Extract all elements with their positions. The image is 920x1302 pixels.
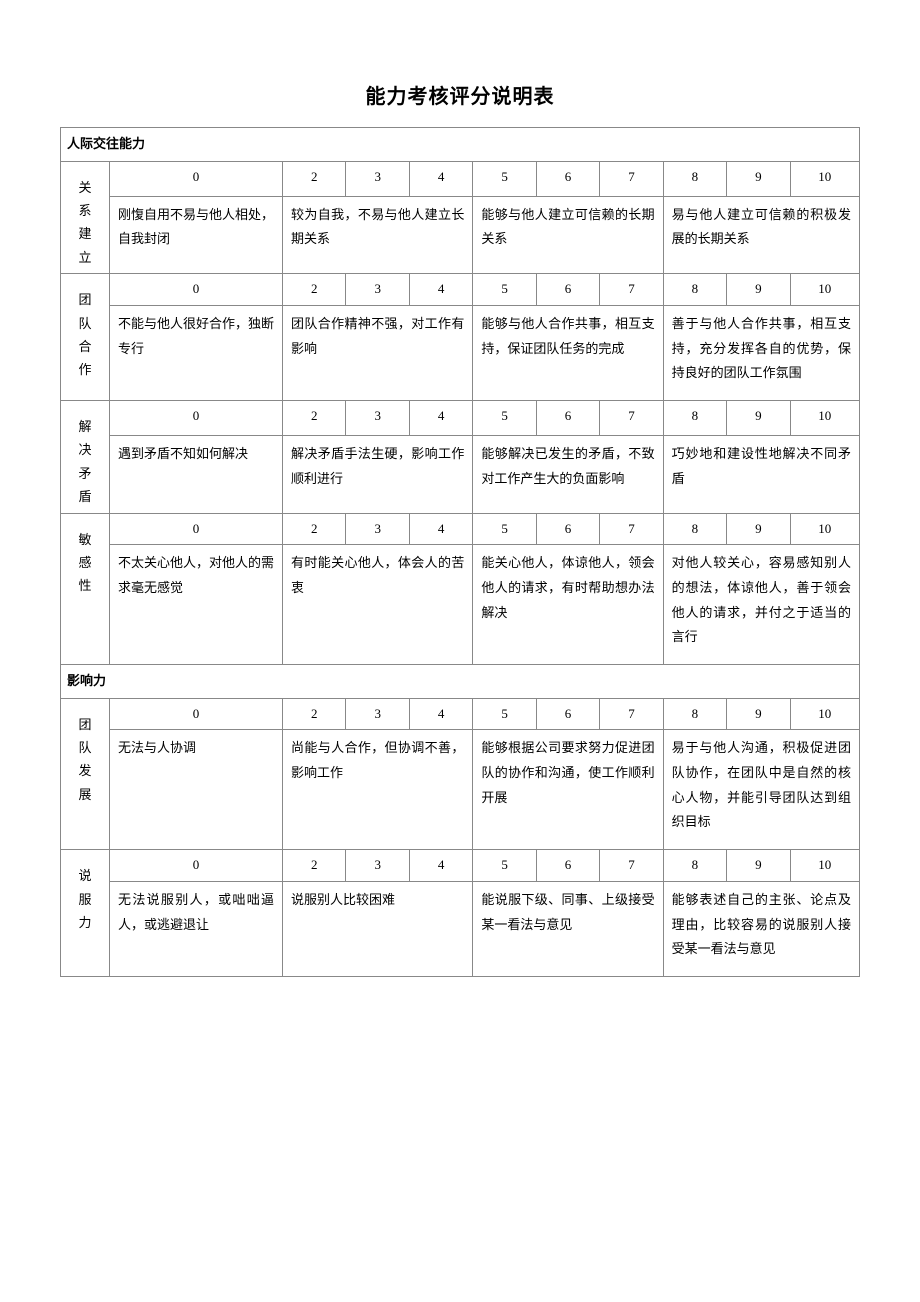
level-desc: 能够表述自己的主张、论点及理由，比较容易的说服别人接受某一看法与意见: [663, 881, 859, 976]
row-label: 团队发展: [61, 698, 110, 849]
page-title: 能力考核评分说明表: [60, 80, 860, 109]
score-num: 6: [536, 274, 599, 306]
score-num: 8: [663, 850, 726, 882]
level-desc: 不能与他人很好合作，独断专行: [110, 305, 283, 400]
score-num: 7: [600, 161, 663, 196]
score-num: 0: [110, 698, 283, 730]
score-num: 7: [600, 274, 663, 306]
level-desc: 易与他人建立可信赖的积极发展的长期关系: [663, 196, 859, 274]
score-num: 5: [473, 698, 536, 730]
level-desc: 说服别人比较困难: [283, 881, 473, 976]
level-desc: 能够解决已发生的矛盾，不致对工作产生大的负面影响: [473, 435, 663, 513]
score-num: 8: [663, 698, 726, 730]
row-label: 说服力: [61, 850, 110, 977]
score-num: 2: [283, 513, 346, 545]
level-desc: 能够与他人合作共事，相互支持，保证团队任务的完成: [473, 305, 663, 400]
score-num: 2: [283, 161, 346, 196]
score-num: 4: [409, 401, 472, 436]
score-num: 3: [346, 513, 409, 545]
rubric-table: 人际交往能力关系建立02345678910刚愎自用不易与他人相处，自我封闭较为自…: [60, 127, 860, 977]
row-label: 解决矛盾: [61, 401, 110, 514]
score-num: 9: [727, 850, 790, 882]
score-num: 10: [790, 401, 859, 436]
level-desc: 巧妙地和建设性地解决不同矛盾: [663, 435, 859, 513]
score-num: 9: [727, 401, 790, 436]
level-desc: 解决矛盾手法生硬，影响工作顺利进行: [283, 435, 473, 513]
score-num: 4: [409, 850, 472, 882]
score-num: 3: [346, 401, 409, 436]
section-header: 影响力: [61, 665, 860, 699]
score-num: 2: [283, 401, 346, 436]
score-num: 0: [110, 513, 283, 545]
score-num: 7: [600, 698, 663, 730]
score-num: 3: [346, 850, 409, 882]
level-desc: 能说服下级、同事、上级接受某一看法与意见: [473, 881, 663, 976]
level-desc: 能关心他人，体谅他人，领会他人的请求，有时帮助想办法解决: [473, 545, 663, 665]
score-num: 7: [600, 401, 663, 436]
level-desc: 无法说服别人，或咄咄逼人，或逃避退让: [110, 881, 283, 976]
score-num: 0: [110, 274, 283, 306]
score-num: 4: [409, 274, 472, 306]
level-desc: 善于与他人合作共事，相互支持，充分发挥各自的优势，保持良好的团队工作氛围: [663, 305, 859, 400]
level-desc: 较为自我，不易与他人建立长期关系: [283, 196, 473, 274]
level-desc: 尚能与人合作，但协调不善，影响工作: [283, 730, 473, 850]
score-num: 6: [536, 401, 599, 436]
score-num: 7: [600, 850, 663, 882]
level-desc: 有时能关心他人，体会人的苦衷: [283, 545, 473, 665]
score-num: 6: [536, 698, 599, 730]
score-num: 10: [790, 850, 859, 882]
score-num: 4: [409, 698, 472, 730]
score-num: 10: [790, 274, 859, 306]
section-header: 人际交往能力: [61, 128, 860, 162]
score-num: 5: [473, 513, 536, 545]
score-num: 5: [473, 161, 536, 196]
score-num: 10: [790, 161, 859, 196]
level-desc: 无法与人协调: [110, 730, 283, 850]
score-num: 5: [473, 401, 536, 436]
score-num: 0: [110, 401, 283, 436]
score-num: 6: [536, 850, 599, 882]
score-num: 7: [600, 513, 663, 545]
score-num: 3: [346, 274, 409, 306]
score-num: 9: [727, 698, 790, 730]
level-desc: 对他人较关心，容易感知别人的想法，体谅他人，善于领会他人的请求，并付之于适当的言…: [663, 545, 859, 665]
score-num: 0: [110, 850, 283, 882]
score-num: 4: [409, 513, 472, 545]
score-num: 8: [663, 401, 726, 436]
score-num: 9: [727, 161, 790, 196]
score-num: 5: [473, 850, 536, 882]
score-num: 9: [727, 513, 790, 545]
score-num: 3: [346, 161, 409, 196]
score-num: 3: [346, 698, 409, 730]
score-num: 8: [663, 513, 726, 545]
row-label: 敏感性: [61, 513, 110, 664]
level-desc: 刚愎自用不易与他人相处，自我封闭: [110, 196, 283, 274]
level-desc: 遇到矛盾不知如何解决: [110, 435, 283, 513]
level-desc: 不太关心他人，对他人的需求毫无感觉: [110, 545, 283, 665]
score-num: 5: [473, 274, 536, 306]
score-num: 8: [663, 161, 726, 196]
row-label: 关系建立: [61, 161, 110, 274]
level-desc: 能够根据公司要求努力促进团队的协作和沟通，使工作顺利开展: [473, 730, 663, 850]
score-num: 9: [727, 274, 790, 306]
score-num: 2: [283, 698, 346, 730]
score-num: 10: [790, 513, 859, 545]
score-num: 6: [536, 513, 599, 545]
level-desc: 团队合作精神不强，对工作有影响: [283, 305, 473, 400]
level-desc: 易于与他人沟通，积极促进团队协作，在团队中是自然的核心人物，并能引导团队达到组织…: [663, 730, 859, 850]
score-num: 4: [409, 161, 472, 196]
score-num: 0: [110, 161, 283, 196]
score-num: 8: [663, 274, 726, 306]
row-label: 团队合作: [61, 274, 110, 401]
score-num: 10: [790, 698, 859, 730]
score-num: 2: [283, 274, 346, 306]
level-desc: 能够与他人建立可信赖的长期关系: [473, 196, 663, 274]
score-num: 6: [536, 161, 599, 196]
score-num: 2: [283, 850, 346, 882]
